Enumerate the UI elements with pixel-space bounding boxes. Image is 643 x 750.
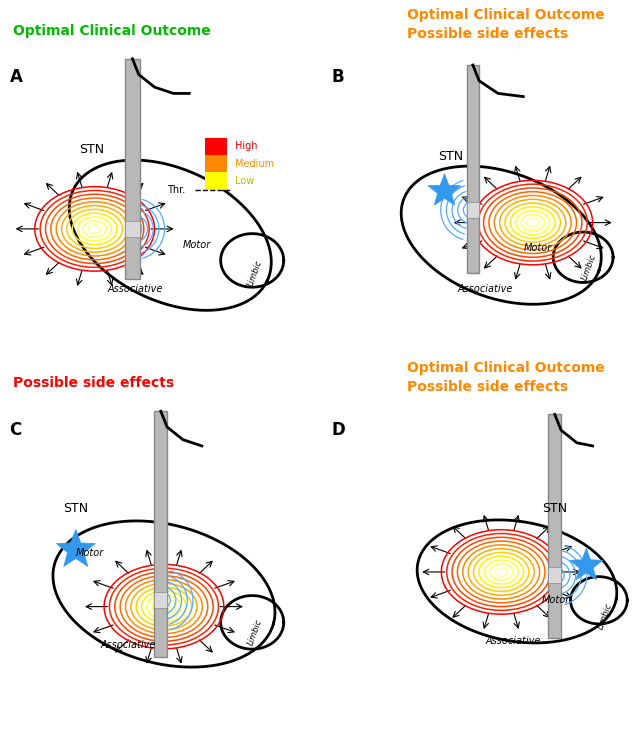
Text: A: A: [10, 68, 23, 86]
Bar: [154, 411, 167, 657]
Polygon shape: [57, 530, 95, 566]
Bar: [467, 202, 479, 218]
Text: Limbic: Limbic: [580, 253, 598, 281]
Text: Associative: Associative: [457, 284, 512, 294]
Text: Motor: Motor: [523, 243, 552, 253]
Text: Optimal Clinical Outcome: Optimal Clinical Outcome: [407, 361, 604, 375]
Text: D: D: [331, 421, 345, 439]
Text: Low: Low: [235, 176, 254, 186]
Text: STN: STN: [542, 502, 567, 515]
Text: Possible side effects: Possible side effects: [407, 27, 568, 41]
Text: Medium: Medium: [235, 158, 274, 169]
Text: Limbic: Limbic: [595, 602, 613, 631]
Polygon shape: [428, 174, 461, 205]
Text: Motor: Motor: [542, 596, 570, 605]
Bar: [548, 567, 561, 583]
Text: Associative: Associative: [107, 284, 163, 294]
Polygon shape: [570, 548, 602, 580]
Text: Associative: Associative: [485, 637, 541, 646]
Text: Limbic: Limbic: [246, 617, 264, 646]
Text: Possible side effects: Possible side effects: [13, 376, 174, 390]
Bar: [467, 65, 479, 273]
Text: STN: STN: [79, 143, 104, 156]
Text: Optimal Clinical Outcome: Optimal Clinical Outcome: [407, 8, 604, 22]
Bar: [205, 154, 227, 172]
Text: Thr.: Thr.: [167, 184, 185, 195]
Text: STN: STN: [439, 149, 464, 163]
Text: Associative: Associative: [101, 640, 156, 650]
Bar: [548, 415, 561, 638]
Text: Motor: Motor: [183, 240, 211, 250]
Text: Possible side effects: Possible side effects: [407, 380, 568, 394]
Text: Motor: Motor: [76, 548, 104, 558]
Bar: [205, 137, 227, 154]
Bar: [125, 58, 140, 279]
Bar: [154, 592, 167, 608]
Bar: [205, 172, 227, 190]
Text: C: C: [10, 421, 22, 439]
Bar: [125, 221, 140, 237]
Text: STN: STN: [63, 502, 88, 515]
Text: B: B: [331, 68, 344, 86]
Text: Optimal Clinical Outcome: Optimal Clinical Outcome: [13, 23, 211, 38]
Text: High: High: [235, 141, 257, 152]
Text: Limbic: Limbic: [246, 259, 264, 287]
